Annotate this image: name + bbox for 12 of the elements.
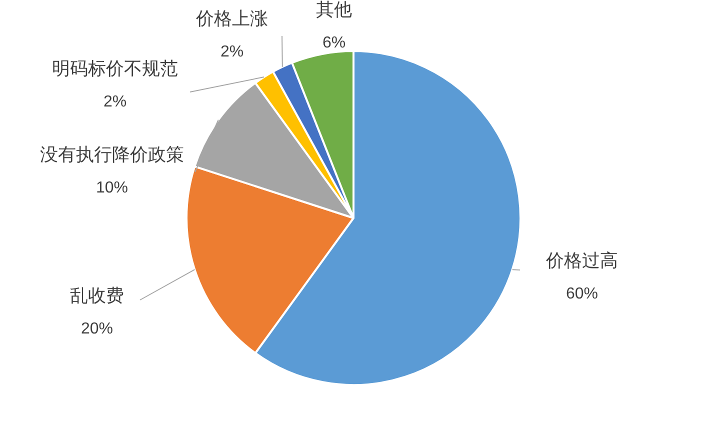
slice-label: 明码标价不规范 [52,58,178,80]
data-label: 2% [103,93,127,110]
slice-label: 其他 [316,0,352,21]
slice-label: 乱收费 [70,286,124,307]
data-label: 10% [96,179,128,196]
data-label: 60% [566,285,598,302]
slice-label: 价格上涨 [195,8,268,30]
slice-label: 价格过高 [545,250,618,272]
data-label: 6% [322,34,346,52]
data-label: 20% [80,320,114,338]
data-label: 2% [220,43,244,60]
slice-label: 没有执行降价政策 [40,144,184,166]
